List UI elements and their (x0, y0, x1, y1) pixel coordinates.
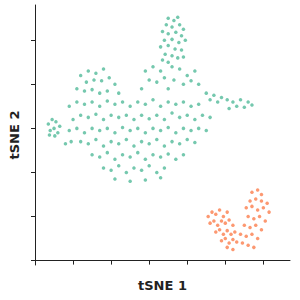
svg-text:tSNE 2: tSNE 2 (7, 111, 22, 160)
svg-text:tSNE 1: tSNE 1 (138, 278, 187, 293)
